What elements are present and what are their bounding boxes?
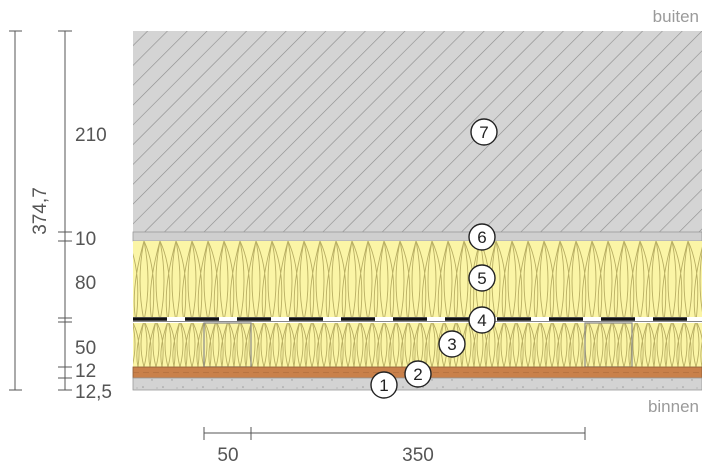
dim-12-5: 12,5 xyxy=(75,382,112,403)
layer-6 xyxy=(132,231,702,242)
svg-text:6: 6 xyxy=(477,228,486,247)
callout-1: 1 xyxy=(370,371,398,399)
dim-12: 12 xyxy=(75,361,96,382)
dim-80: 80 xyxy=(75,273,96,294)
svg-text:4: 4 xyxy=(477,311,486,330)
layer-7-outer xyxy=(133,31,702,232)
inside-label: binnen xyxy=(648,397,699,416)
dim-width-50: 50 xyxy=(217,445,238,466)
dim-210: 210 xyxy=(75,125,107,146)
callout-5: 5 xyxy=(468,264,496,292)
dim-width-350: 350 xyxy=(402,445,434,466)
callout-2: 2 xyxy=(404,360,432,388)
callout-4: 4 xyxy=(468,306,496,334)
svg-text:7: 7 xyxy=(479,123,488,142)
outside-label: buiten xyxy=(653,7,699,26)
layer-3-insulation xyxy=(133,323,702,367)
svg-text:3: 3 xyxy=(447,335,456,354)
callout-6: 6 xyxy=(468,223,496,251)
callout-3: 3 xyxy=(438,330,466,358)
total-thickness-label: 374,7 xyxy=(30,187,51,235)
svg-text:2: 2 xyxy=(413,365,422,384)
dim-50: 50 xyxy=(75,338,96,359)
svg-text:1: 1 xyxy=(379,376,388,395)
layer-5-insulation xyxy=(133,241,702,317)
callout-7: 7 xyxy=(470,118,498,146)
dim-10: 10 xyxy=(75,229,96,250)
svg-text:5: 5 xyxy=(477,269,486,288)
